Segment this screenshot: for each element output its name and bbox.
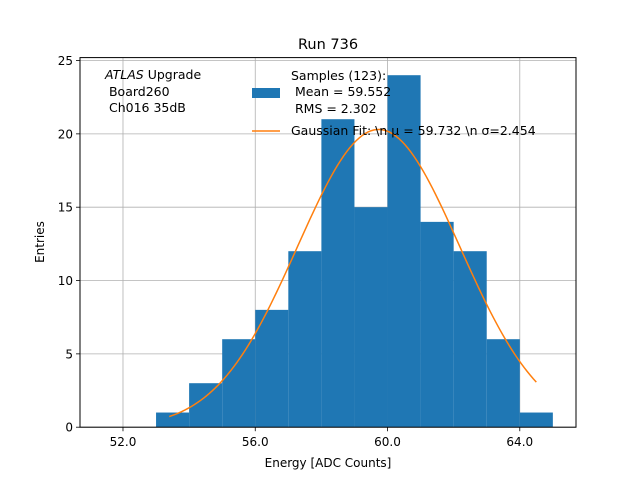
histogram-bar	[420, 221, 454, 428]
y-axis-label: Entries	[33, 221, 47, 263]
histogram-bar	[288, 251, 322, 428]
x-axis-label: Energy [ADC Counts]	[265, 456, 392, 470]
annotation-atlas: ATLAS	[104, 67, 144, 82]
x-tick-label: 64.0	[506, 435, 533, 449]
annotation-line-2: Board260	[105, 84, 170, 99]
gaussian-fit-series	[169, 128, 537, 418]
y-tick-label: 5	[65, 347, 73, 361]
legend-histogram-swatch	[252, 88, 280, 98]
x-tick-label: 52.0	[110, 435, 137, 449]
histogram-bar	[321, 119, 355, 428]
histogram-bar	[255, 309, 289, 428]
legend-histogram-line-2: Mean = 59.552	[291, 84, 391, 99]
annotation-line-1: ATLAS Upgrade	[104, 67, 201, 82]
histogram-bar	[222, 339, 256, 428]
legend-histogram-line-1: Samples (123):	[291, 68, 386, 83]
histogram-bar	[486, 339, 520, 428]
x-tick-label: 60.0	[374, 435, 401, 449]
chart-title: Run 736	[298, 37, 358, 53]
gaussian-fit-line	[169, 128, 537, 418]
y-tick-label: 0	[65, 421, 73, 435]
y-axis-ticks: 0 5 10 15 20 25	[58, 54, 80, 435]
annotation-line-3: Ch016 35dB	[105, 100, 186, 115]
x-axis-ticks: 52.0 56.0 60.0 64.0	[110, 427, 533, 449]
y-tick-label: 25	[58, 54, 73, 68]
histogram-bars	[156, 75, 553, 428]
legend-fit-label: Gaussian Fit: \n μ = 59.732 \n σ=2.454	[291, 123, 536, 138]
histogram-bar	[519, 412, 553, 428]
legend-histogram-line-3: RMS = 2.302	[291, 101, 377, 116]
annotation-upgrade: Upgrade	[144, 67, 202, 82]
atlas-annotation: ATLAS Upgrade Board260 Ch016 35dB	[104, 67, 201, 115]
y-tick-label: 15	[58, 201, 73, 215]
y-tick-label: 20	[58, 127, 73, 141]
histogram-bar	[354, 207, 388, 428]
legend: Samples (123): Mean = 59.552 RMS = 2.302…	[252, 68, 536, 138]
plot-frame	[79, 57, 577, 428]
histogram-bar	[156, 412, 190, 428]
x-tick-label: 56.0	[242, 435, 269, 449]
y-tick-label: 10	[58, 274, 73, 288]
histogram-bar	[453, 251, 487, 428]
